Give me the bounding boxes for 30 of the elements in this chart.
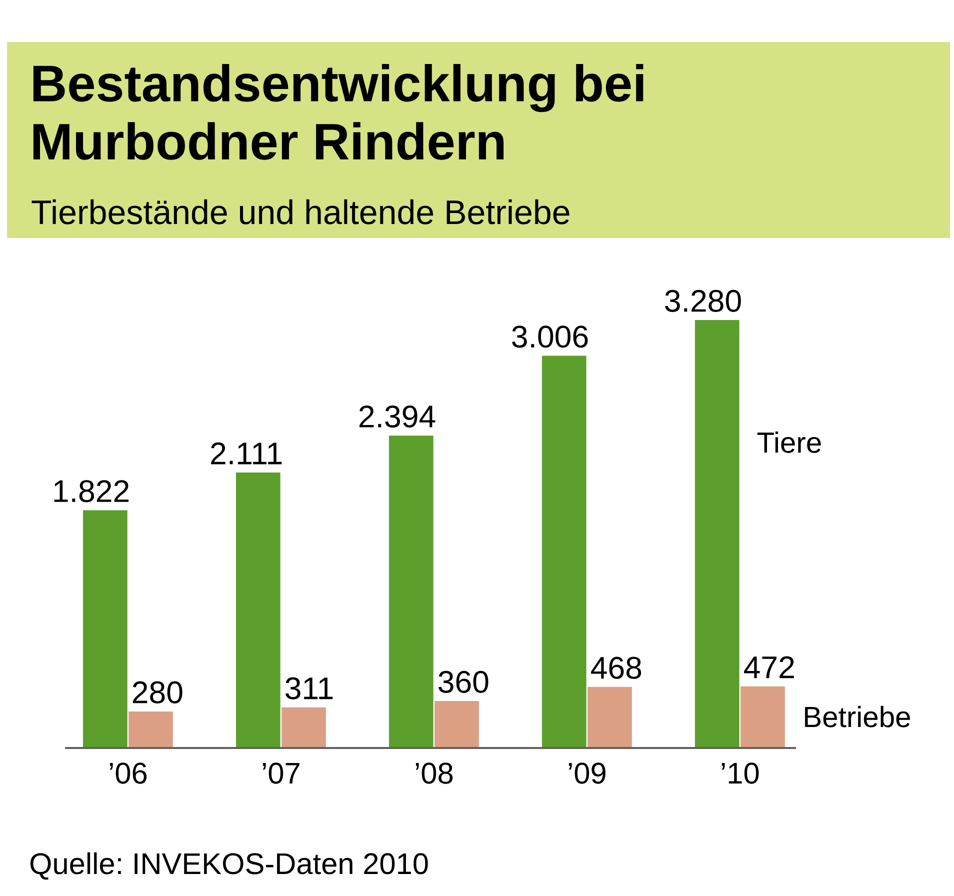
bar [740,686,785,748]
bar [434,701,479,748]
x-tick-label: ’06 [110,762,147,784]
bar [588,686,632,748]
bar [542,356,586,748]
data-label: 1.822 [54,480,129,502]
data-label: 468 [591,656,642,679]
x-tick-label: ’07 [262,762,300,784]
source-note: Quelle: INVEKOS-Daten 2010 [30,852,428,880]
x-tick-label: ’09 [568,762,606,784]
data-label: 472 [744,656,794,678]
data-label: 3.006 [512,326,588,348]
data-label: 311 [286,677,333,700]
data-label: 280 [132,681,182,704]
chart-title: Bestandsentwicklung bei Murbodner Rindern [33,64,644,160]
data-label: 3.280 [665,290,741,312]
bar [282,707,326,748]
series-label: Betriebe [805,706,910,728]
bar [694,320,740,748]
bar [128,711,173,748]
data-label: 2.111 [211,442,282,464]
data-label: 360 [438,670,488,693]
bar [388,436,434,748]
x-tick-label: ’08 [416,762,453,784]
chart-subtitle: Tierbestände und haltende Betriebe [32,199,570,224]
bar [236,472,280,748]
bar [82,510,128,748]
series-label: Tiere [757,432,821,453]
x-tick-label: ’10 [722,762,759,784]
data-label: 2.394 [359,405,436,428]
